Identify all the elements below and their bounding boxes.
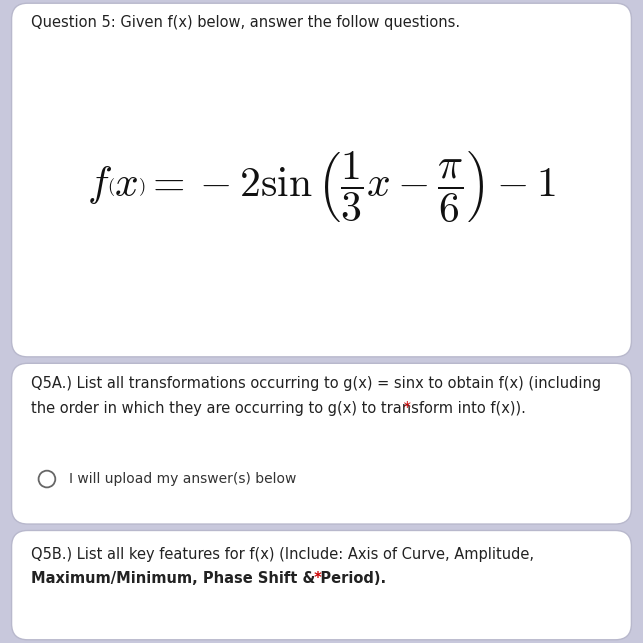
Text: the order in which they are occurring to g(x) to transform into f(x)).: the order in which they are occurring to… [31, 401, 526, 415]
Text: *: * [399, 401, 411, 415]
Text: I will upload my answer(s) below: I will upload my answer(s) below [69, 472, 297, 486]
Text: $f\left(x\right)=-2\sin\left(\dfrac{1}{3}x-\dfrac{\pi}{6}\right)-1$: $f\left(x\right)=-2\sin\left(\dfrac{1}{3… [87, 149, 556, 224]
Text: Q5B.) List all key features for f(x) (Include: Axis of Curve, Amplitude,: Q5B.) List all key features for f(x) (In… [31, 547, 534, 561]
FancyBboxPatch shape [12, 363, 631, 524]
FancyBboxPatch shape [12, 3, 631, 357]
FancyBboxPatch shape [12, 530, 631, 640]
Text: Q5A.) List all transformations occurring to g(x) = sinx to obtain f(x) (includin: Q5A.) List all transformations occurring… [31, 376, 601, 391]
Text: Question 5: Given f(x) below, answer the follow questions.: Question 5: Given f(x) below, answer the… [31, 15, 460, 30]
Text: *: * [309, 571, 322, 586]
Text: Maximum/Minimum, Phase Shift & Period).: Maximum/Minimum, Phase Shift & Period). [31, 571, 386, 586]
